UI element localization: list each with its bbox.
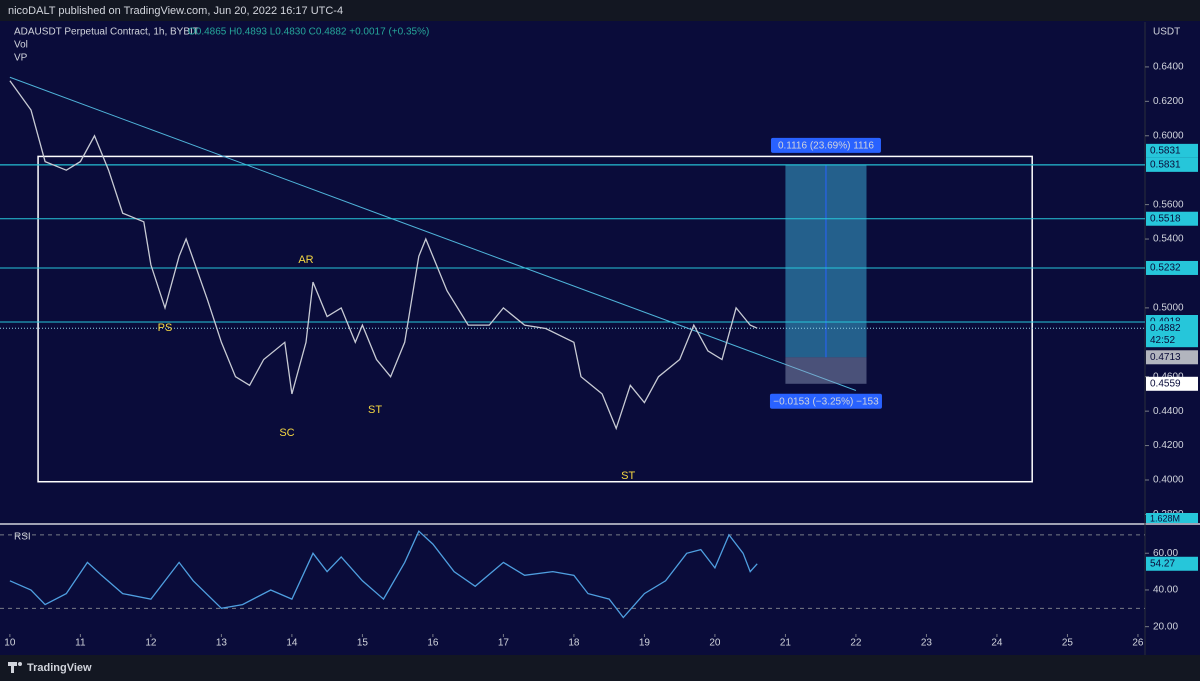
price-tag-label: 0.4713 <box>1150 352 1181 363</box>
y-tick-label: 40.00 <box>1153 585 1178 596</box>
chart-title: ADAUSDT Perpetual Contract, 1h, BYBIT <box>14 27 199 38</box>
annotation: ST <box>621 470 635 482</box>
x-tick-label: 13 <box>216 638 228 649</box>
stop-label-bg <box>769 393 882 409</box>
y-tick-label: 0.5000 <box>1153 303 1184 314</box>
footer-bar <box>0 655 1200 681</box>
price-line <box>9 530 758 619</box>
price-tag <box>1146 350 1198 365</box>
y-tick-label: 0.4000 <box>1153 475 1184 486</box>
price-tag <box>1146 211 1198 226</box>
price-tag <box>1146 260 1198 275</box>
y-tick-label: 0.6000 <box>1153 130 1184 141</box>
y-tick-label: 0.4400 <box>1153 406 1184 417</box>
price-tag <box>1146 376 1198 391</box>
x-tick-label: 25 <box>1062 638 1074 649</box>
x-tick-label: 14 <box>286 638 298 649</box>
x-tick-label: 24 <box>991 638 1003 649</box>
volume-label: 1.628M <box>1150 513 1180 523</box>
x-tick-label: 22 <box>850 638 862 649</box>
brand: TradingView <box>27 662 92 674</box>
x-tick-label: 23 <box>921 638 933 649</box>
y-tick-label: 20.00 <box>1153 621 1178 632</box>
y-tick-label: 0.6200 <box>1153 96 1184 107</box>
countdown: 42:52 <box>1150 335 1175 346</box>
x-tick-label: 18 <box>568 638 580 649</box>
y-tick-label: 0.5400 <box>1153 234 1184 245</box>
price-tag-label: 0.5831 <box>1150 145 1181 156</box>
trendline <box>9 76 857 391</box>
x-tick-label: 15 <box>357 638 369 649</box>
volume-tag <box>1146 513 1198 523</box>
x-tick-label: 11 <box>75 638 86 649</box>
y-tick-label: 0.5600 <box>1153 199 1184 210</box>
rsi-tag-label: 54.27 <box>1150 558 1175 569</box>
price-tag-label: 0.5232 <box>1150 263 1181 274</box>
price-tag <box>1146 143 1198 158</box>
last-price-label: 0.4882 <box>1150 323 1181 334</box>
logo <box>18 662 22 666</box>
y-tick-label: 0.4200 <box>1153 440 1184 451</box>
y-tick-label: 60.00 <box>1153 548 1178 559</box>
header-bar <box>0 0 1200 21</box>
rsi-tag <box>1146 556 1198 571</box>
price-line <box>9 80 758 431</box>
stop-label: −0.0153 (−3.25%) −153 <box>773 396 879 407</box>
x-tick-label: 17 <box>498 638 510 649</box>
axis-unit: USDT <box>1153 27 1180 38</box>
price-tag <box>1146 157 1198 172</box>
x-tick-label: 16 <box>427 638 439 649</box>
x-tick-label: 21 <box>780 638 792 649</box>
x-tick-label: 26 <box>1132 638 1144 649</box>
annotation: PS <box>158 322 173 334</box>
rsi-title: RSI <box>14 532 31 543</box>
indicator-name: Vol <box>14 40 28 51</box>
logo <box>11 666 14 673</box>
ohlc: O0.4865 H0.4893 L0.4830 C0.4882 +0.0017 … <box>188 27 429 38</box>
stop-zone <box>785 357 867 384</box>
x-tick-label: 19 <box>639 638 651 649</box>
y-tick-label: 0.6400 <box>1153 62 1184 73</box>
range-box <box>37 155 1033 483</box>
annotation: AR <box>298 254 313 266</box>
price-tag-label: 0.5831 <box>1150 159 1181 170</box>
indicator-name: VP <box>14 53 28 64</box>
price-tag-label: 0.4559 <box>1150 378 1181 389</box>
x-tick-label: 12 <box>145 638 157 649</box>
last-price-tag <box>1146 321 1198 348</box>
logo <box>8 662 17 666</box>
annotation: SC <box>279 427 294 439</box>
target-label: 0.1116 (23.69%) 1116 <box>778 140 874 151</box>
publisher: nicoDALT published on TradingView.com, J… <box>8 5 343 17</box>
target-label-bg <box>770 137 881 153</box>
x-tick-label: 10 <box>4 638 16 649</box>
x-tick-label: 20 <box>709 638 721 649</box>
price-tag-label: 0.5518 <box>1150 213 1181 224</box>
annotation: ST <box>368 404 382 416</box>
